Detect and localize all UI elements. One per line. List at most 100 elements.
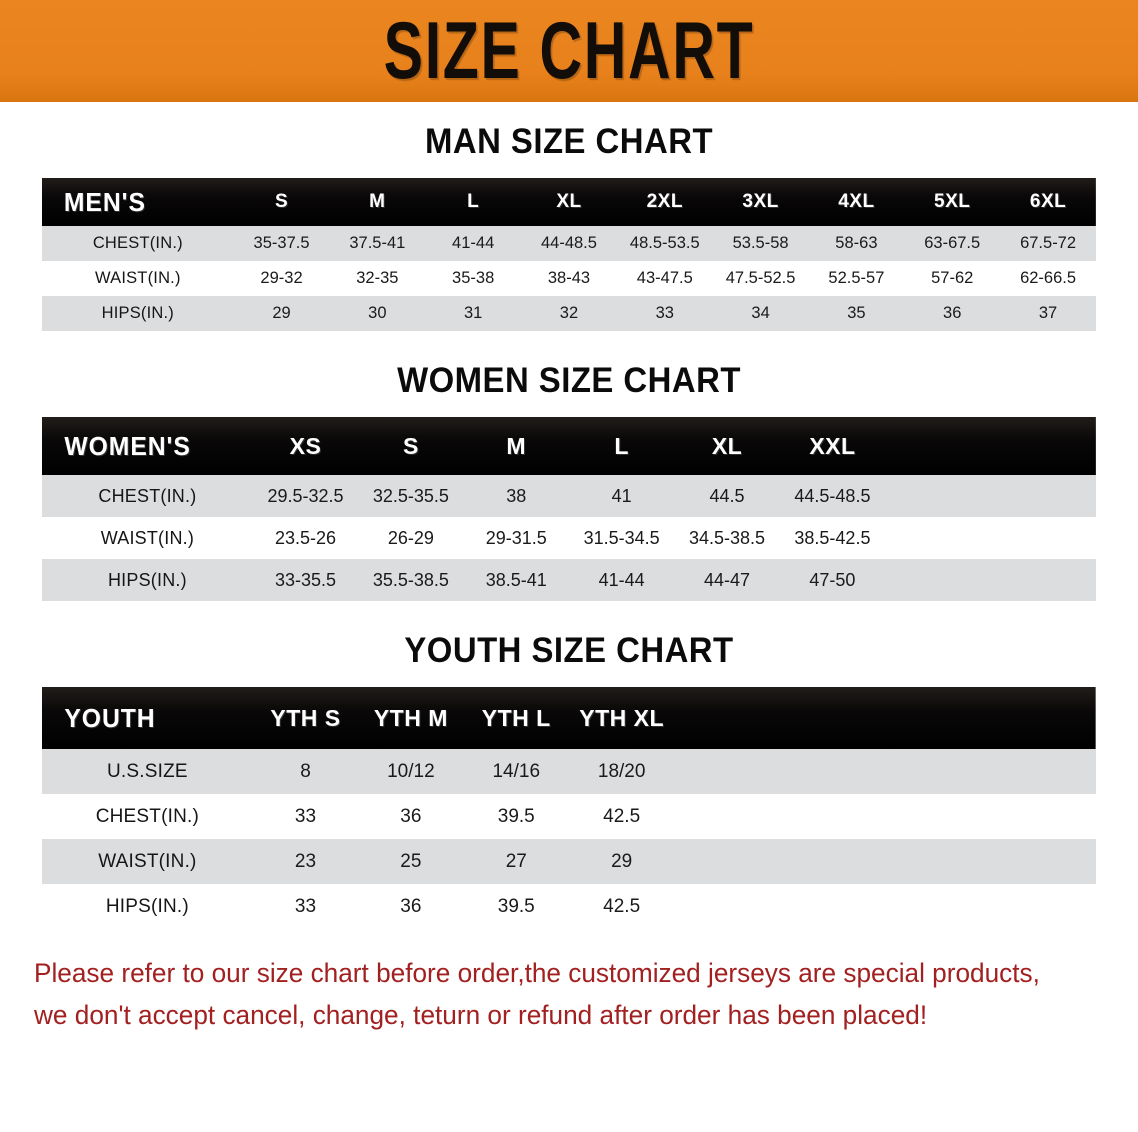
measurement-cell: 31.5-34.5	[583, 527, 660, 548]
measurement-cell: 44-48.5	[540, 234, 597, 252]
table-row: U.S.SIZE 8 10/12 14/16 18/20	[42, 749, 1096, 794]
measurement-cell: 67.5-72	[1020, 234, 1077, 252]
row-filler	[674, 749, 1096, 794]
measurement-row-label: HIPS(IN.)	[101, 304, 174, 322]
size-column-header: XL	[556, 191, 582, 212]
measurement-cell: 29.5-32.5	[267, 485, 344, 506]
measurement-row-label: HIPS(IN.)	[107, 569, 187, 590]
measurement-cell: 32	[559, 304, 579, 322]
measurement-row-label: WAIST(IN.)	[94, 269, 181, 287]
measurement-cell: 14/16	[492, 760, 541, 782]
measurement-cell: 36	[400, 805, 422, 827]
measurement-cell: 36	[943, 304, 962, 322]
size-column-header: XS	[289, 432, 322, 459]
disclaimer-line-1: Please refer to our size chart before or…	[34, 958, 1040, 988]
measurement-cell: 62-66.5	[1020, 269, 1077, 287]
men-header-row: MEN'S S M L XL 2XL 3XL 4XL 5XL 6XL	[42, 178, 1096, 226]
row-filler	[885, 475, 1096, 517]
measurement-cell: 38	[506, 485, 527, 506]
youth-table-wrap: YOUTH YTH S YTH M YTH L YTH XL U.S.SIZE 8 10/1…	[42, 687, 1096, 929]
measurement-cell: 37	[1038, 304, 1058, 322]
measurement-cell: 39.5	[497, 805, 535, 827]
size-column-header: 6XL	[1029, 191, 1067, 212]
size-column-header: 5XL	[934, 191, 971, 212]
men-size-section: MAN SIZE CHART MEN'S S M L XL 2XL 3XL 4XL 5XL 6XL…	[0, 122, 1138, 331]
order-policy-disclaimer: Please refer to our size chart before or…	[34, 953, 1072, 1037]
measurement-cell: 29	[611, 850, 633, 872]
measurement-cell: 37.5-41	[349, 234, 406, 252]
measurement-cell: 34	[751, 304, 770, 322]
size-column-header: 2XL	[646, 191, 683, 212]
header-filler	[674, 687, 1096, 749]
measurement-cell: 29-32	[260, 269, 303, 287]
measurement-row-label: CHEST(IN.)	[95, 805, 200, 827]
disclaimer-line-2: we don't accept cancel, change, teturn o…	[34, 999, 928, 1030]
table-corner-label: WOMEN'S	[64, 430, 191, 461]
row-filler	[674, 839, 1096, 884]
measurement-cell: 44.5	[709, 485, 745, 506]
measurement-cell: 29	[272, 304, 291, 322]
measurement-cell: 58-63	[835, 234, 878, 252]
youth-table-body: U.S.SIZE 8 10/12 14/16 18/20 CHEST(IN.) 33 36 39…	[42, 749, 1096, 929]
men-size-table: MEN'S S M L XL 2XL 3XL 4XL 5XL 6XL CHEST(IN.) 35-3…	[42, 178, 1096, 331]
youth-section-title: YOUTH SIZE CHART	[404, 631, 734, 670]
measurement-cell: 33	[294, 895, 317, 917]
measurement-row-label: WAIST(IN.)	[98, 850, 197, 872]
measurement-cell: 18/20	[597, 760, 646, 782]
measurement-cell: 10/12	[387, 760, 435, 782]
measurement-cell: 26-29	[387, 527, 434, 548]
measurement-cell: 33	[655, 304, 674, 322]
youth-size-section: YOUTH SIZE CHART YOUTH YTH S YTH M YTH L YTH…	[0, 631, 1138, 929]
measurement-cell: 38.5-42.5	[794, 527, 871, 548]
women-size-section: WOMEN SIZE CHART WOMEN'S XS S M L XL XXL CHEST…	[0, 361, 1138, 601]
men-table-body: CHEST(IN.) 35-37.5 37.5-41 41-44 44-48.5 48.5…	[42, 226, 1096, 331]
table-row: HIPS(IN.) 33 36 39.5 42.5	[42, 884, 1096, 929]
row-filler	[674, 884, 1096, 929]
table-corner-label: YOUTH	[64, 702, 156, 733]
measurement-cell: 35-37.5	[253, 234, 310, 252]
youth-header-row: YOUTH YTH S YTH M YTH L YTH XL	[42, 687, 1096, 749]
table-row: CHEST(IN.) 29.5-32.5 32.5-35.5 38 41 44.5 44.5…	[42, 475, 1096, 517]
measurement-cell: 30	[368, 304, 387, 322]
measurement-cell: 23.5-26	[274, 527, 336, 548]
row-filler	[674, 794, 1096, 839]
measurement-cell: 41	[611, 485, 632, 506]
size-column-header: YTH S	[270, 704, 341, 731]
size-column-header: 4XL	[838, 191, 875, 212]
size-column-header: L	[467, 191, 480, 212]
men-table-wrap: MEN'S S M L XL 2XL 3XL 4XL 5XL 6XL CHEST(IN.) 35-3…	[42, 178, 1096, 331]
measurement-cell: 42.5	[603, 895, 641, 917]
measurement-row-label: WAIST(IN.)	[100, 527, 195, 548]
measurement-cell: 57-62	[931, 269, 974, 287]
table-row: HIPS(IN.) 29 30 31 32 33 34 35 36 37	[42, 296, 1096, 331]
men-table-head: MEN'S S M L XL 2XL 3XL 4XL 5XL 6XL	[42, 178, 1096, 226]
measurement-cell: 43-47.5	[636, 269, 693, 287]
measurement-cell: 41-44	[598, 569, 645, 590]
measurement-cell: 42.5	[603, 805, 641, 827]
women-table-head: WOMEN'S XS S M L XL XXL	[42, 417, 1096, 475]
measurement-cell: 47-50	[809, 569, 856, 590]
measurement-cell: 27	[505, 850, 527, 872]
table-row: WAIST(IN.) 23.5-26 26-29 29-31.5 31.5-34.5 34…	[42, 517, 1096, 559]
measurement-cell: 34.5-38.5	[689, 527, 766, 548]
women-table-wrap: WOMEN'S XS S M L XL XXL CHEST(IN.) 29.5-32.5 32.…	[42, 417, 1096, 601]
size-column-header: YTH M	[373, 704, 448, 731]
measurement-cell: 53.5-58	[732, 234, 789, 252]
size-column-header: XL	[711, 432, 743, 459]
page-banner: SIZE CHART	[0, 0, 1138, 102]
table-row: WAIST(IN.) 29-32 32-35 35-38 38-43 43-47.5 47.…	[42, 261, 1096, 296]
measurement-cell: 23	[294, 850, 317, 872]
row-filler	[885, 517, 1096, 559]
measurement-cell: 63-67.5	[924, 234, 981, 252]
measurement-row-label: CHEST(IN.)	[98, 485, 197, 506]
measurement-cell: 33-35.5	[274, 569, 336, 590]
women-table-body: CHEST(IN.) 29.5-32.5 32.5-35.5 38 41 44.5 44.5…	[42, 475, 1096, 601]
measurement-cell: 41-44	[452, 234, 495, 252]
measurement-row-label: HIPS(IN.)	[105, 895, 189, 917]
measurement-cell: 8	[300, 760, 311, 782]
measurement-cell: 35.5-38.5	[372, 569, 449, 590]
women-size-table: WOMEN'S XS S M L XL XXL CHEST(IN.) 29.5-32.5 32.…	[42, 417, 1096, 601]
size-column-header: M	[506, 432, 527, 459]
youth-size-table: YOUTH YTH S YTH M YTH L YTH XL U.S.SIZE 8 10/1…	[42, 687, 1096, 929]
measurement-cell: 33	[294, 805, 317, 827]
